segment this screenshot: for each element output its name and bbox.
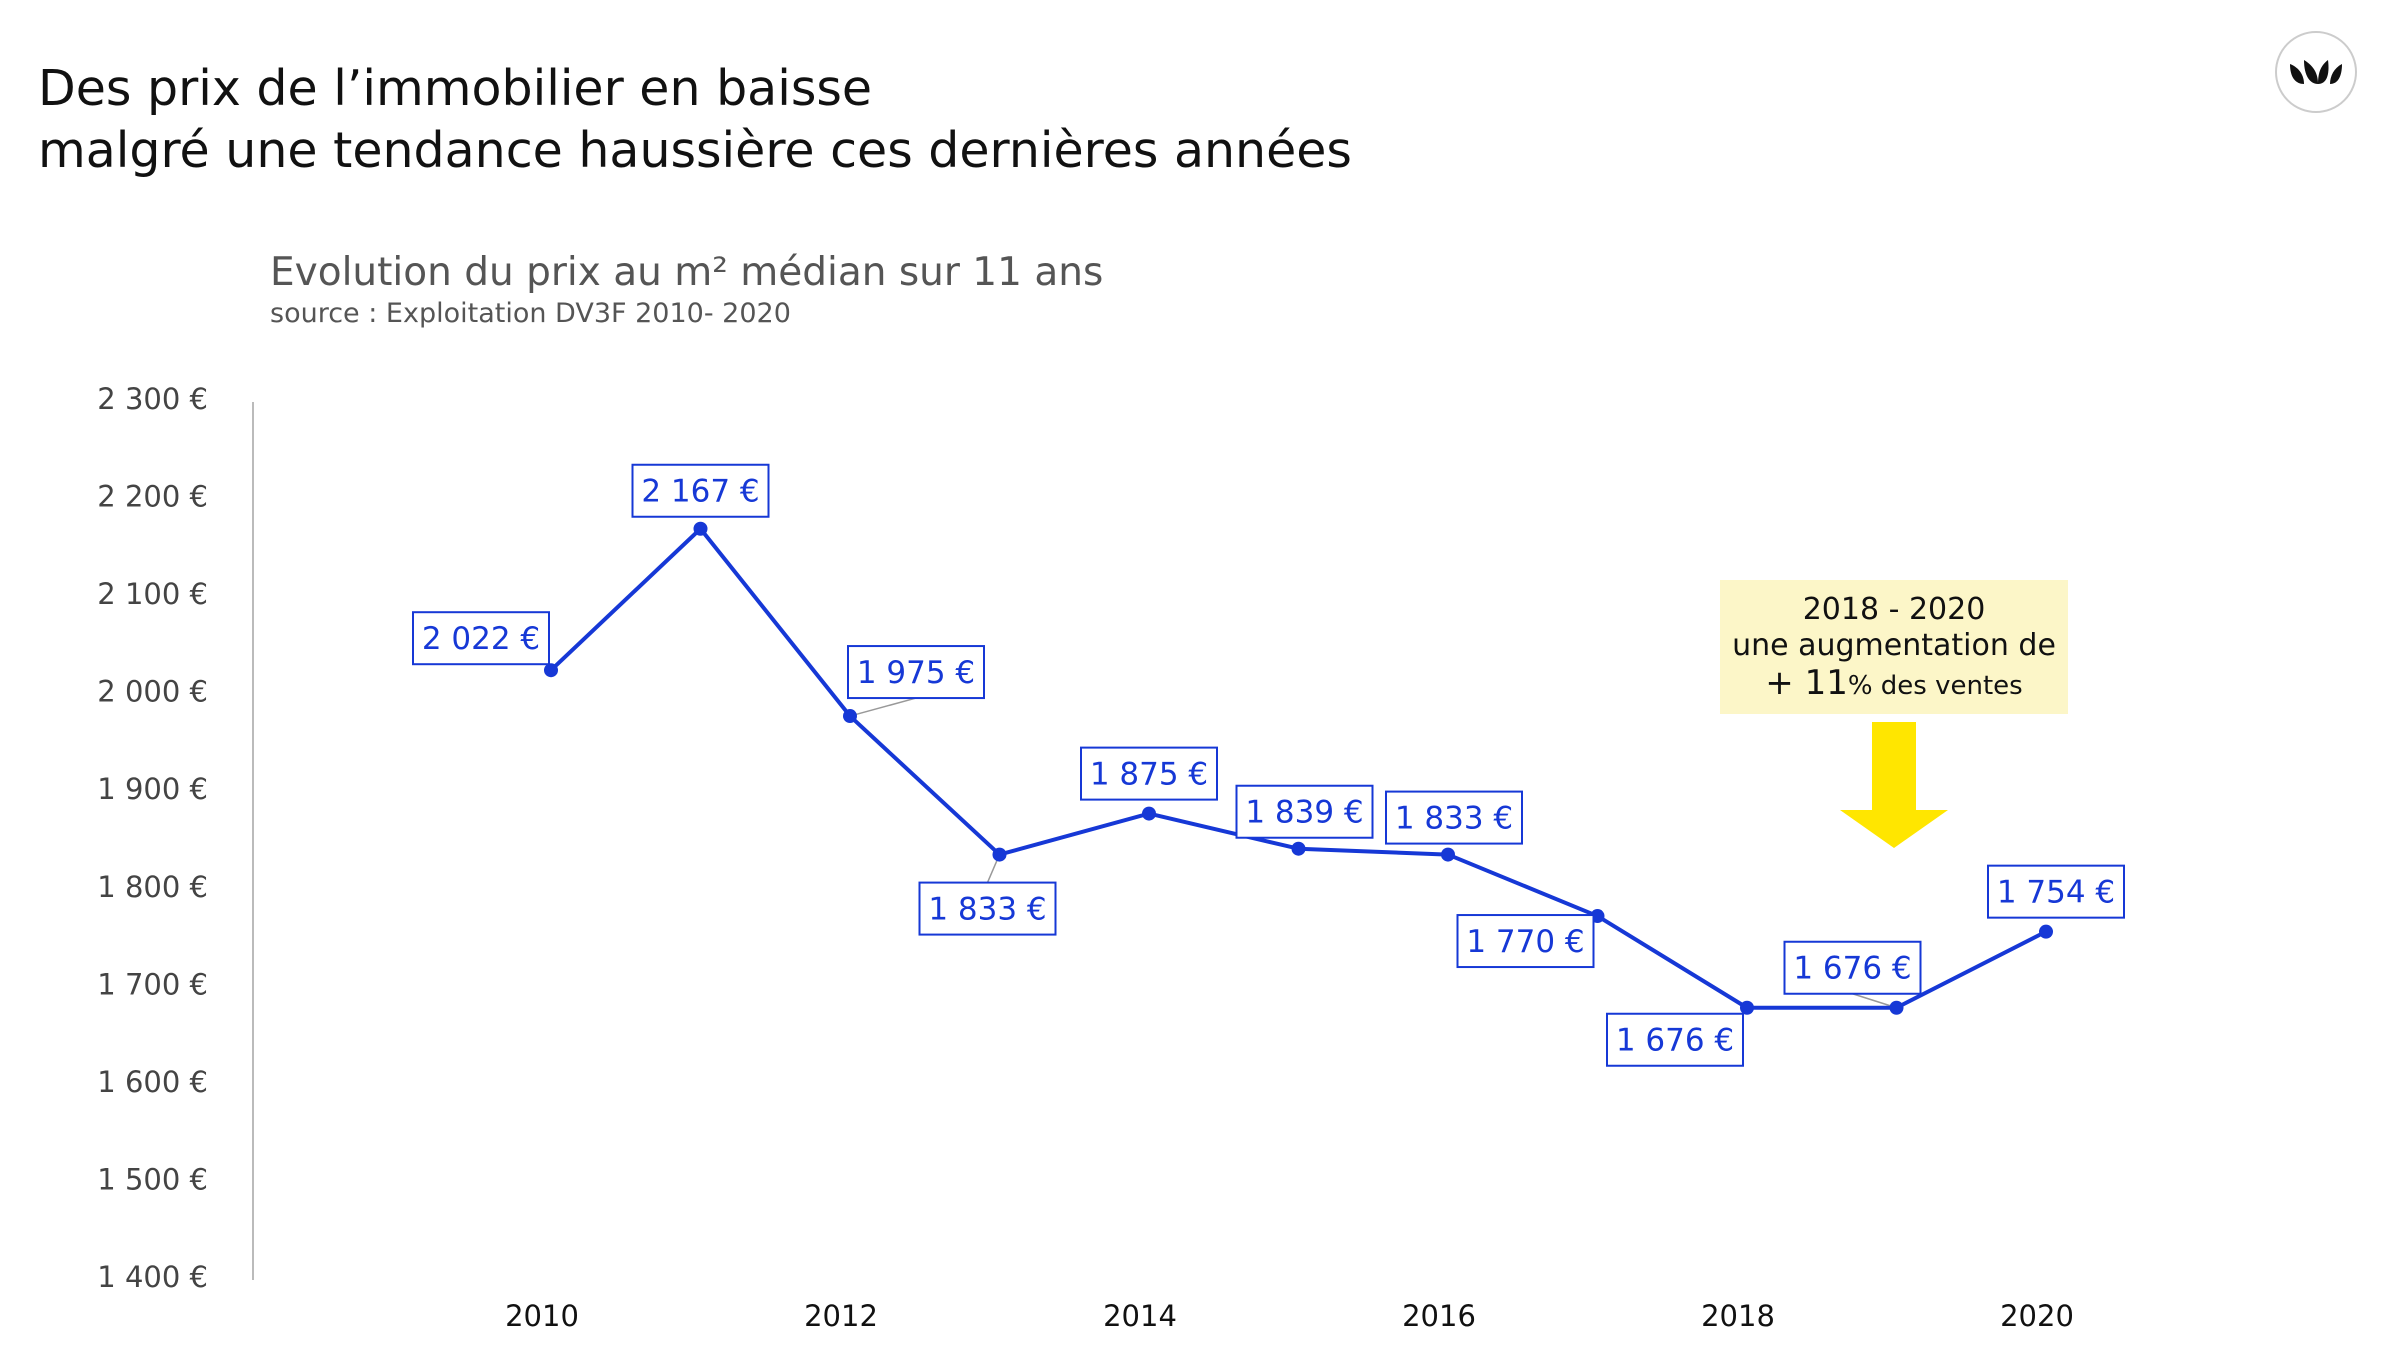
- y-tick-label: 2 000 €: [97, 675, 208, 709]
- data-point: [992, 847, 1007, 862]
- annotation: 2018 - 2020 une augmentation de + 11% de…: [1720, 580, 2068, 848]
- data-label-box: [1987, 864, 2125, 919]
- label-leader-line: [1852, 993, 1897, 1009]
- data-point: [843, 709, 857, 724]
- data-point: [1142, 806, 1156, 821]
- y-tick-label: 1 900 €: [97, 772, 208, 806]
- data-label: 2 167 €: [641, 474, 759, 510]
- y-tick-label: 2 300 €: [97, 382, 208, 416]
- data-label-box: [1783, 940, 1922, 995]
- data-point: [1740, 1000, 1754, 1015]
- x-tick-label: 2012: [804, 1299, 878, 1333]
- data-label-box: [631, 463, 770, 518]
- annotation-line-2: une augmentation de: [1732, 628, 2056, 663]
- data-label: 1 975 €: [857, 655, 975, 691]
- y-tick-label: 1 400 €: [97, 1260, 208, 1294]
- data-point: [2039, 924, 2053, 939]
- chart-title: Evolution du prix au m² médian sur 11 an…: [270, 250, 1104, 295]
- chart-source: source : Exploitation DV3F 2010- 2020: [270, 298, 791, 329]
- y-tick-label: 1 700 €: [97, 967, 208, 1001]
- annotation-value: 11: [1805, 663, 1848, 703]
- data-label: 1 754 €: [1997, 875, 2115, 911]
- annotation-suffix: % des ventes: [1848, 671, 2023, 701]
- x-tick-label: 2014: [1103, 1299, 1177, 1333]
- y-tick-label: 1 600 €: [97, 1065, 208, 1099]
- data-labels: 2 022 € 2 167 € 1 975 € 1 833 € 1 875 € 1 839…: [412, 463, 2125, 1067]
- y-axis: 1 400 € 1 500 € 1 600 € 1 700 € 1 800 € 1 900…: [97, 382, 254, 1294]
- data-label-box: [1456, 914, 1595, 969]
- annotation-box: [1720, 580, 2068, 714]
- label-leader-line: [849, 697, 917, 717]
- y-tick-label: 2 200 €: [97, 480, 208, 514]
- data-label: 1 875 €: [1090, 757, 1208, 793]
- annotation-arrow-icon: [1840, 722, 1948, 848]
- series-line-group: [544, 521, 2053, 1015]
- data-point: [1291, 841, 1306, 856]
- data-point: [1441, 847, 1455, 862]
- data-label-box: [1606, 1012, 1744, 1067]
- x-tick-label: 2020: [2000, 1299, 2074, 1333]
- data-label-box: [1080, 746, 1218, 801]
- data-label: 1 676 €: [1616, 1023, 1734, 1059]
- data-label-box: [1385, 790, 1523, 845]
- y-tick-label: 2 100 €: [97, 577, 208, 611]
- x-tick-label: 2010: [505, 1299, 579, 1333]
- data-label: 1 839 €: [1245, 795, 1363, 831]
- y-tick-label: 1 500 €: [97, 1162, 208, 1196]
- annotation-prefix: +: [1765, 663, 1804, 703]
- data-label-box: [918, 881, 1057, 936]
- annotation-line-3: + 11% des ventes: [1765, 663, 2022, 703]
- x-axis: 2010 2012 2014 2016 2018 2020: [505, 1299, 2074, 1333]
- page-title-line-2: malgré une tendance haussière ces derniè…: [38, 122, 1352, 179]
- data-point: [693, 521, 708, 536]
- data-label: 2 022 €: [422, 621, 540, 657]
- data-label-box: [412, 611, 550, 666]
- data-label: 1 770 €: [1466, 924, 1584, 960]
- data-point: [544, 663, 558, 678]
- x-tick-label: 2016: [1402, 1299, 1476, 1333]
- brand-logo-icon: [2275, 31, 2357, 113]
- data-label: 1 833 €: [928, 892, 1046, 928]
- annotation-line-1: 2018 - 2020: [1803, 592, 1986, 627]
- page-title-line-1: Des prix de l’immobilier en baisse: [38, 60, 873, 117]
- data-label-box: [847, 645, 985, 700]
- x-tick-label: 2018: [1701, 1299, 1775, 1333]
- data-label: 1 833 €: [1395, 801, 1513, 837]
- data-label: 1 676 €: [1793, 951, 1911, 987]
- data-label-box: [1235, 784, 1374, 839]
- y-tick-label: 1 800 €: [97, 870, 208, 904]
- data-point: [1889, 1000, 1904, 1015]
- page-title: Des prix de l’immobilier en baisse malgr…: [38, 58, 1352, 182]
